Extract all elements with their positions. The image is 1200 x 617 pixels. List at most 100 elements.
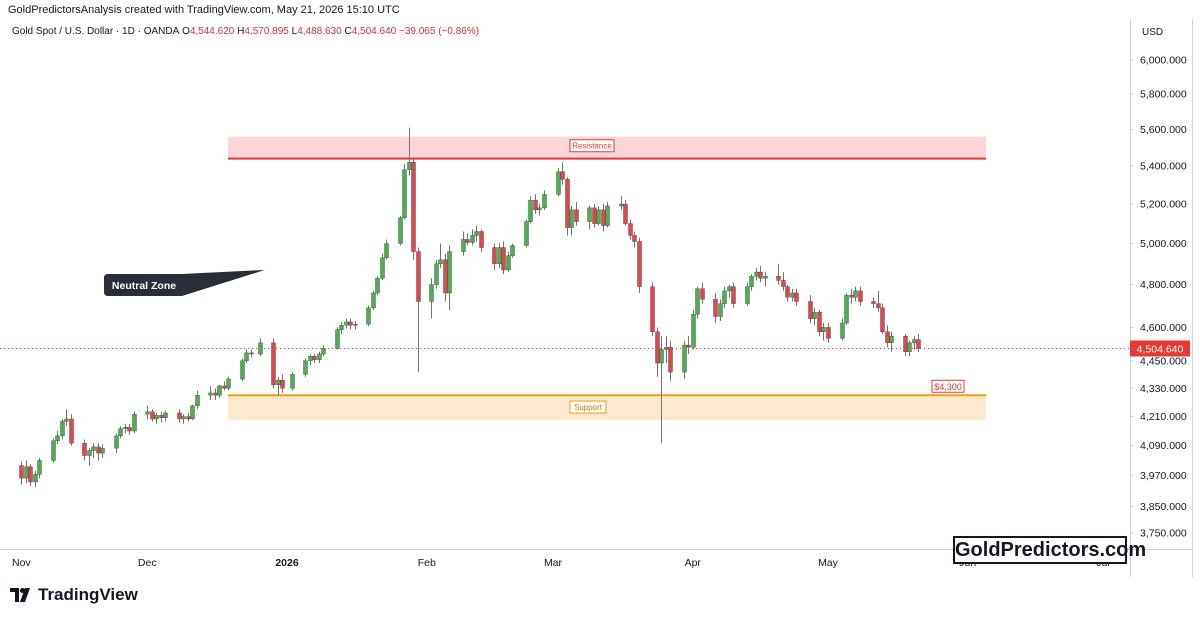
neutral-zone-label: Neutral Zone	[112, 280, 176, 292]
candle-down	[533, 194, 538, 214]
candle-down	[781, 272, 786, 291]
candle-up	[438, 243, 443, 268]
candle-body	[605, 205, 610, 226]
candle-down	[492, 243, 497, 270]
candle-body	[240, 360, 245, 380]
header-open-label: O	[182, 26, 190, 37]
candle-up	[556, 167, 561, 197]
candle-body	[411, 162, 416, 252]
candle-body	[844, 294, 849, 324]
candle-down	[177, 409, 182, 423]
candle-body	[497, 247, 502, 265]
candle-body	[177, 412, 182, 420]
candle-down	[82, 439, 87, 461]
candle-body	[718, 303, 723, 317]
candle-body	[371, 292, 376, 309]
candle-up	[163, 410, 168, 422]
candle-up	[380, 253, 385, 281]
candle-body	[163, 412, 168, 418]
candle-up	[844, 292, 849, 326]
candle-body	[208, 392, 213, 396]
candle-down	[876, 290, 881, 313]
price-tick-label: 5,800.000	[1140, 89, 1187, 101]
candle-body	[366, 307, 371, 325]
candle-down	[96, 443, 101, 461]
candle-up	[524, 219, 529, 248]
candle-down	[560, 162, 565, 185]
candle-body	[303, 360, 308, 375]
header-change: −39.065 (−0.86%)	[399, 26, 479, 37]
candle-body	[587, 207, 592, 222]
candle-body	[601, 209, 606, 226]
candle-body	[321, 348, 326, 355]
candle-up	[226, 376, 231, 391]
candle-body	[849, 294, 854, 298]
candle-down	[501, 241, 506, 275]
candle-body	[195, 395, 200, 407]
candle-up	[51, 438, 56, 464]
candle-down	[858, 286, 863, 306]
candle-up	[821, 323, 826, 341]
candle-up	[619, 196, 624, 210]
candle-down	[150, 409, 155, 422]
candle-body	[659, 349, 664, 364]
candle-body	[186, 416, 191, 420]
candle-body	[903, 335, 908, 352]
price-tick-label: 4,450.000	[1140, 355, 1187, 367]
candle-body	[416, 251, 421, 302]
candle-body	[55, 435, 60, 441]
candle-up	[64, 409, 69, 427]
candle-down	[411, 156, 416, 260]
header-low-label: L	[292, 26, 298, 37]
candle-down	[826, 323, 831, 343]
candle-body	[145, 411, 150, 415]
candle-body	[465, 239, 470, 243]
candle-down	[628, 219, 633, 240]
candle-body	[492, 247, 497, 265]
candle-body	[506, 255, 511, 271]
candle-up	[497, 243, 502, 268]
candle-up	[87, 448, 92, 466]
candle-body	[682, 344, 687, 373]
candle-body	[150, 411, 155, 420]
chart-frame[interactable]: Resistance Support $4,300 Gold Spot / U.S.…	[0, 19, 1200, 577]
candle-body	[560, 171, 565, 180]
candle-up	[335, 327, 340, 350]
candle-body	[190, 405, 195, 420]
candle-body	[528, 199, 533, 222]
candle-up	[569, 205, 574, 236]
candle-up	[195, 390, 200, 410]
header-open: 4,544.620	[190, 26, 235, 37]
candle-down	[880, 303, 885, 334]
candle-up	[258, 338, 263, 357]
candle-down	[817, 310, 822, 337]
candle-body	[353, 323, 358, 326]
candle-body	[664, 347, 669, 350]
candle-body	[722, 290, 727, 304]
candle-down	[794, 288, 799, 306]
candle-up	[754, 267, 759, 281]
candle-up	[510, 243, 515, 258]
candle-down	[776, 263, 781, 285]
candle-body	[87, 450, 92, 456]
tradingview-logo[interactable]: TradingView	[10, 584, 138, 606]
candle-up	[718, 299, 723, 321]
candle-body	[907, 342, 912, 352]
candle-body	[271, 342, 276, 385]
candle-body	[790, 292, 795, 298]
candle-up	[659, 336, 664, 444]
candle-up	[447, 245, 452, 311]
candlestick-chart[interactable]: Resistance Support $4,300 Gold Spot / U.S.…	[0, 19, 1200, 577]
candle-body	[650, 286, 655, 332]
candle-up	[308, 353, 313, 366]
candle-body	[37, 460, 42, 475]
candle-down	[623, 200, 628, 226]
candle-body	[51, 440, 56, 461]
candle-body	[100, 447, 105, 454]
candle-body	[114, 435, 119, 449]
candle-body	[222, 385, 227, 389]
candle-up	[812, 307, 817, 326]
candle-up	[853, 286, 858, 302]
time-tick-label: Dec	[138, 557, 157, 569]
resistance-label: Resistance	[572, 142, 612, 151]
